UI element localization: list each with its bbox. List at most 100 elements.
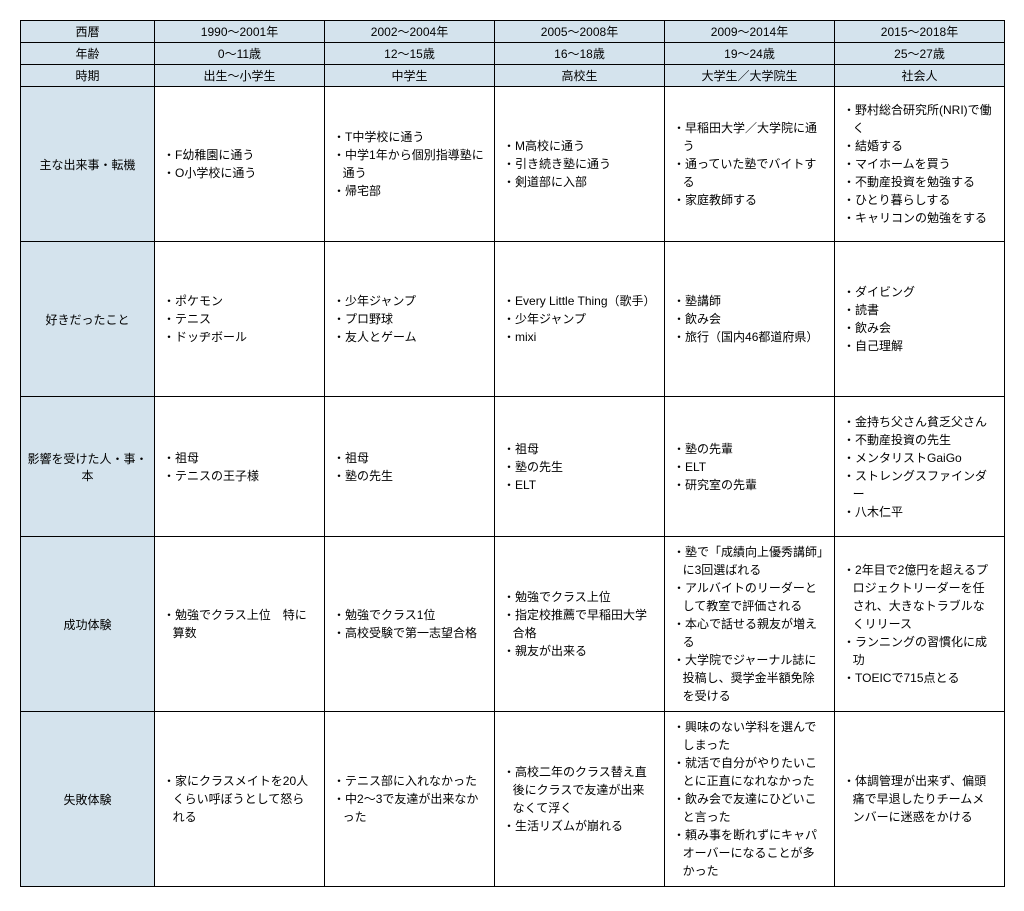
header-stage-4: 社会人 <box>835 65 1005 87</box>
list-item: 中2～3で友達が出来なかった <box>333 790 486 826</box>
list-item: 飲み会 <box>673 310 826 328</box>
content-cell: 少年ジャンププロ野球友人とゲーム <box>325 242 495 397</box>
content-cell: 早稲田大学／大学院に通う通っていた塾でバイトする家庭教師する <box>665 87 835 242</box>
list-item: 通っていた塾でバイトする <box>673 155 826 191</box>
content-cell: 金持ち父さん貧乏父さん不動産投資の先生メンタリストGaiGoストレングスファイン… <box>835 397 1005 537</box>
list-item: 高校二年のクラス替え直後にクラスで友達が出来なくて浮く <box>503 763 656 817</box>
list-item: 生活リズムが崩れる <box>503 817 656 835</box>
list-item: 家にクラスメイトを20人くらい呼ぼうとして怒られる <box>163 772 316 826</box>
list-item: 中学1年から個別指導塾に通う <box>333 146 486 182</box>
header-label-era: 西暦 <box>21 21 155 43</box>
header-stage-1: 中学生 <box>325 65 495 87</box>
list-item: 八木仁平 <box>843 503 996 521</box>
table-row: 影響を受けた人・事・本祖母テニスの王子様祖母塾の先生祖母塾の先生ELT塾の先輩E… <box>21 397 1005 537</box>
content-cell: テニス部に入れなかった中2～3で友達が出来なかった <box>325 712 495 887</box>
list-item: 高校受験で第一志望合格 <box>333 624 486 642</box>
list-item: 勉強でクラス1位 <box>333 606 486 624</box>
list-item: ポケモン <box>163 292 316 310</box>
list-item: 興味のない学科を選んでしまった <box>673 718 826 754</box>
row-label: 主な出来事・転機 <box>21 87 155 242</box>
list-item: 帰宅部 <box>333 182 486 200</box>
list-item: ダイビング <box>843 283 996 301</box>
content-cell: 2年目で2億円を超えるプロジェクトリーダーを任され、大きなトラブルなくリリースラ… <box>835 537 1005 712</box>
content-cell: T中学校に通う中学1年から個別指導塾に通う帰宅部 <box>325 87 495 242</box>
row-label: 成功体験 <box>21 537 155 712</box>
list-item: 少年ジャンプ <box>503 310 656 328</box>
row-label: 影響を受けた人・事・本 <box>21 397 155 537</box>
list-item: 祖母 <box>503 440 656 458</box>
list-item: テニス部に入れなかった <box>333 772 486 790</box>
table-row: 成功体験勉強でクラス上位 特に算数勉強でクラス1位高校受験で第一志望合格勉強でク… <box>21 537 1005 712</box>
content-cell: 体調管理が出来ず、偏頭痛で早退したりチームメンバーに迷惑をかける <box>835 712 1005 887</box>
list-item: ELT <box>503 476 656 494</box>
header-age-3: 19～24歳 <box>665 43 835 65</box>
list-item: 祖母 <box>333 449 486 467</box>
header-row-stage: 時期 出生～小学生 中学生 高校生 大学生／大学院生 社会人 <box>21 65 1005 87</box>
header-age-4: 25～27歳 <box>835 43 1005 65</box>
list-item: F幼稚園に通う <box>163 146 316 164</box>
header-era-4: 2015～2018年 <box>835 21 1005 43</box>
list-item: 不動産投資を勉強する <box>843 173 996 191</box>
content-cell: 勉強でクラス上位 特に算数 <box>155 537 325 712</box>
list-item: 勉強でクラス上位 <box>503 588 656 606</box>
list-item: ドッヂボール <box>163 328 316 346</box>
header-row-era: 西暦 1990～2001年 2002～2004年 2005～2008年 2009… <box>21 21 1005 43</box>
list-item: 不動産投資の先生 <box>843 431 996 449</box>
content-cell: F幼稚園に通うO小学校に通う <box>155 87 325 242</box>
header-age-2: 16～18歳 <box>495 43 665 65</box>
list-item: 塾の先生 <box>333 467 486 485</box>
list-item: mixi <box>503 328 656 346</box>
list-item: 剣道部に入部 <box>503 173 656 191</box>
list-item: T中学校に通う <box>333 128 486 146</box>
list-item: マイホームを買う <box>843 155 996 173</box>
list-item: 大学院でジャーナル誌に投稿し、奨学金半額免除を受ける <box>673 651 826 705</box>
content-cell: 塾で「成績向上優秀講師」に3回選ばれるアルバイトのリーダーとして教室で評価される… <box>665 537 835 712</box>
list-item: M高校に通う <box>503 137 656 155</box>
list-item: 塾の先輩 <box>673 440 826 458</box>
header-label-stage: 時期 <box>21 65 155 87</box>
list-item: 指定校推薦で早稲田大学合格 <box>503 606 656 642</box>
content-cell: ダイビング読書飲み会自己理解 <box>835 242 1005 397</box>
header-era-3: 2009～2014年 <box>665 21 835 43</box>
list-item: 就活で自分がやりたいことに正直になれなかった <box>673 754 826 790</box>
list-item: 自己理解 <box>843 337 996 355</box>
list-item: ひとり暮らしする <box>843 191 996 209</box>
header-era-1: 2002～2004年 <box>325 21 495 43</box>
header-stage-3: 大学生／大学院生 <box>665 65 835 87</box>
list-item: 早稲田大学／大学院に通う <box>673 119 826 155</box>
list-item: 体調管理が出来ず、偏頭痛で早退したりチームメンバーに迷惑をかける <box>843 772 996 826</box>
header-row-age: 年齢 0～11歳 12～15歳 16～18歳 19～24歳 25～27歳 <box>21 43 1005 65</box>
content-cell: 勉強でクラス上位指定校推薦で早稲田大学合格親友が出来る <box>495 537 665 712</box>
list-item: テニスの王子様 <box>163 467 316 485</box>
list-item: 読書 <box>843 301 996 319</box>
row-label: 失敗体験 <box>21 712 155 887</box>
list-item: メンタリストGaiGo <box>843 449 996 467</box>
life-history-table: 西暦 1990～2001年 2002～2004年 2005～2008年 2009… <box>20 20 1005 887</box>
list-item: ストレングスファインダー <box>843 467 996 503</box>
list-item: 友人とゲーム <box>333 328 486 346</box>
list-item: TOEICで715点とる <box>843 669 996 687</box>
list-item: アルバイトのリーダーとして教室で評価される <box>673 579 826 615</box>
list-item: 塾の先生 <box>503 458 656 476</box>
row-label: 好きだったこと <box>21 242 155 397</box>
content-cell: 祖母塾の先生 <box>325 397 495 537</box>
list-item: 2年目で2億円を超えるプロジェクトリーダーを任され、大きなトラブルなくリリース <box>843 561 996 633</box>
list-item: O小学校に通う <box>163 164 316 182</box>
header-stage-0: 出生～小学生 <box>155 65 325 87</box>
content-cell: 祖母テニスの王子様 <box>155 397 325 537</box>
content-cell: 野村総合研究所(NRI)で働く結婚するマイホームを買う不動産投資を勉強するひとり… <box>835 87 1005 242</box>
header-age-1: 12～15歳 <box>325 43 495 65</box>
header-label-age: 年齢 <box>21 43 155 65</box>
content-cell: 祖母塾の先生ELT <box>495 397 665 537</box>
content-cell: 高校二年のクラス替え直後にクラスで友達が出来なくて浮く生活リズムが崩れる <box>495 712 665 887</box>
list-item: 頼み事を断れずにキャパオーバーになることが多かった <box>673 826 826 880</box>
list-item: 勉強でクラス上位 特に算数 <box>163 606 316 642</box>
content-cell: 家にクラスメイトを20人くらい呼ぼうとして怒られる <box>155 712 325 887</box>
list-item: 飲み会で友達にひどいこと言った <box>673 790 826 826</box>
content-cell: 興味のない学科を選んでしまった就活で自分がやりたいことに正直になれなかった飲み会… <box>665 712 835 887</box>
content-cell: ポケモンテニスドッヂボール <box>155 242 325 397</box>
list-item: 飲み会 <box>843 319 996 337</box>
table-row: 主な出来事・転機F幼稚園に通うO小学校に通うT中学校に通う中学1年から個別指導塾… <box>21 87 1005 242</box>
list-item: 塾で「成績向上優秀講師」に3回選ばれる <box>673 543 826 579</box>
list-item: 少年ジャンプ <box>333 292 486 310</box>
